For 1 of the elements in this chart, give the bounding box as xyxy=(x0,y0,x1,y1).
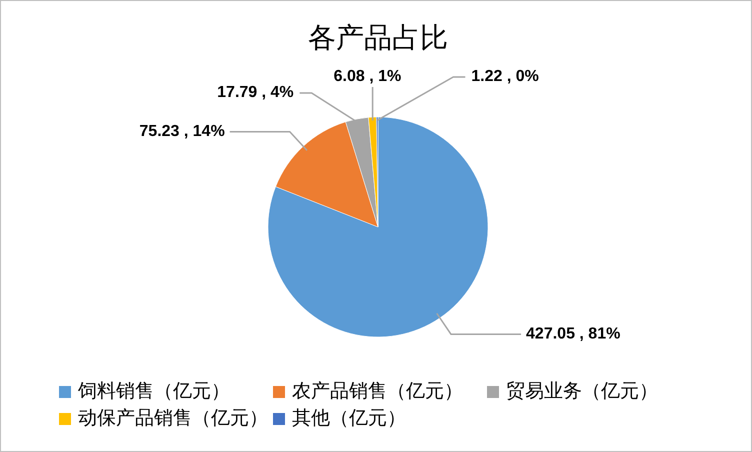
title: 各产品占比 xyxy=(308,21,448,54)
